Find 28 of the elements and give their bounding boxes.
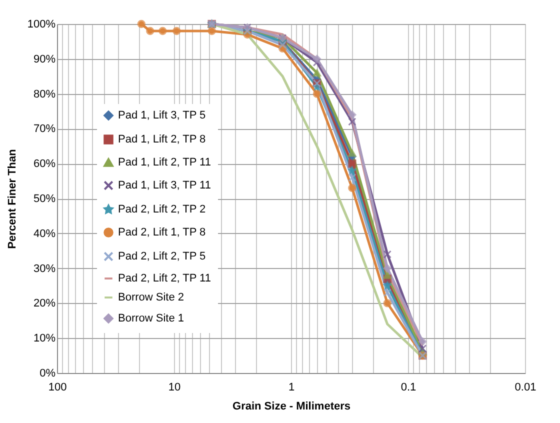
y-tick-label: 20%: [33, 298, 56, 310]
legend-label: Pad 1, Lift 3, TP 11: [118, 180, 211, 192]
y-tick-label: 0%: [40, 368, 56, 380]
x-axis-title: Grain Size - Milimeters: [232, 400, 350, 412]
legend-label: Borrow Site 2: [118, 292, 184, 304]
y-tick-label: 10%: [33, 332, 56, 345]
x-tick-label: 0.1: [400, 382, 416, 394]
legend-label: Pad 2, Lift 2, TP 11: [118, 272, 211, 284]
y-tick-label: 30%: [33, 262, 56, 275]
legend-label: Pad 2, Lift 2, TP 2: [118, 204, 206, 216]
x-tick-label: 1: [288, 382, 295, 394]
legend-label: Pad 1, Lift 2, TP 8: [118, 134, 206, 146]
legend-label: Borrow Site 1: [118, 312, 184, 324]
y-tick-label: 90%: [33, 53, 56, 66]
legend-label: Pad 2, Lift 2, TP 5: [118, 250, 206, 262]
y-tick-label: 60%: [33, 158, 56, 170]
x-tick-label: 100: [48, 382, 67, 394]
y-axis-title: Percent Finer Than: [6, 148, 18, 249]
x-tick-label: 10: [168, 382, 181, 394]
legend-label: Pad 2, Lift 1, TP 8: [118, 226, 206, 238]
x-tick-label: 0.01: [514, 382, 536, 394]
y-tick-label: 40%: [33, 228, 56, 240]
y-tick-label: 50%: [33, 193, 56, 205]
y-tick-label: 100%: [27, 18, 56, 30]
y-tick-label: 70%: [33, 123, 56, 136]
y-tick-label: 80%: [33, 88, 56, 100]
legend-label: Pad 1, Lift 3, TP 5: [118, 110, 206, 122]
legend-label: Pad 1, Lift 2, TP 11: [118, 156, 211, 168]
